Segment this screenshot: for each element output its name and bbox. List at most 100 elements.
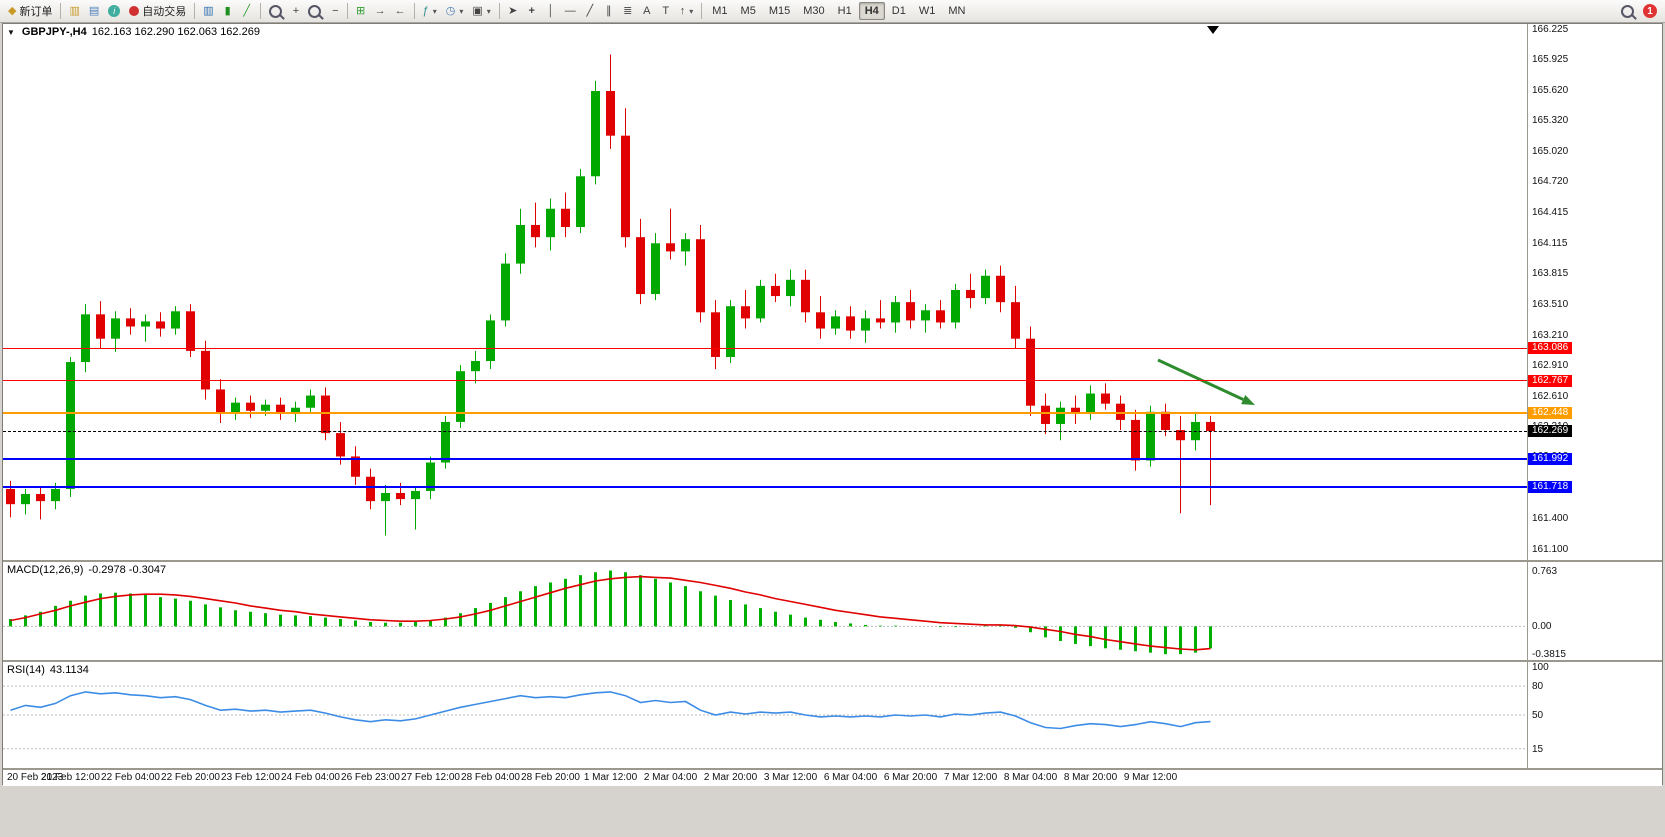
crosshair-icon: + — [528, 4, 535, 17]
price-tick: 165.320 — [1532, 115, 1569, 127]
toolbar-separator — [60, 3, 62, 19]
rsi-plot[interactable]: RSI(14) 43.1134 — [3, 662, 1527, 768]
price-tick: 164.720 — [1532, 176, 1569, 188]
vertical-line-icon: │ — [547, 4, 555, 17]
toolbar-separator — [413, 3, 415, 19]
auto-trading-button[interactable]: 自动交易 — [125, 2, 190, 20]
toolbar-separator — [498, 3, 500, 19]
indicators-icon: ƒ — [422, 4, 429, 17]
price-tick: 161.400 — [1532, 513, 1569, 525]
rsi-axis[interactable]: 100 80 50 15 — [1527, 662, 1662, 768]
time-label: 28 Feb 20:00 — [521, 772, 580, 783]
timeframe-h4[interactable]: H4 — [858, 2, 885, 20]
price-tick: 163.510 — [1532, 299, 1569, 311]
chart-window-button[interactable]: ▥ — [65, 2, 83, 20]
time-label: 9 Mar 12:00 — [1123, 772, 1178, 783]
time-label: 27 Feb 12:00 — [401, 772, 460, 783]
rsi-tick: 15 — [1532, 743, 1544, 755]
rsi-label: RSI(14) — [7, 664, 45, 676]
timeframe-m30[interactable]: M30 — [797, 2, 830, 20]
one-click-trading-toggle[interactable]: ▼ — [7, 27, 15, 37]
price-panel[interactable]: ▼ GBPJPY-,H4 162.163 162.290 162.063 162… — [3, 24, 1662, 562]
label-tool-button[interactable]: T — [657, 2, 675, 20]
text-tool-button[interactable]: A — [638, 2, 656, 20]
bar-chart-button[interactable]: ▥ — [199, 2, 217, 20]
arrow-annotation[interactable] — [1157, 358, 1244, 401]
rsi-panel[interactable]: RSI(14) 43.1134 100 80 50 15 — [3, 662, 1662, 770]
tile-windows-button[interactable]: ⊞ — [352, 2, 370, 20]
timeframe-h1[interactable]: H1 — [832, 2, 858, 20]
macd-panel[interactable]: MACD(12,26,9) -0.2978 -0.3047 0.763 0.00 -… — [3, 562, 1662, 662]
zoom-in-button[interactable]: + — [265, 2, 303, 20]
price-level-line[interactable] — [3, 347, 1527, 349]
horizontal-line-tool-button[interactable]: ― — [561, 2, 580, 20]
auto-scroll-button[interactable]: → — [371, 2, 390, 20]
fibonacci-icon: ≣ — [623, 4, 633, 17]
periods-button[interactable]: ◷ ▾ — [442, 2, 468, 20]
timeframe-m15[interactable]: M15 — [763, 2, 796, 20]
channel-tool-button[interactable]: ∥ — [600, 2, 618, 20]
chevron-down-icon: ▾ — [486, 6, 491, 16]
time-label: 22 Feb 04:00 — [101, 772, 160, 783]
templates-button[interactable]: ▣ ▾ — [468, 2, 494, 20]
time-label: 22 Feb 20:00 — [161, 772, 220, 783]
candlestick-chart — [6, 26, 1255, 536]
price-chart-plot[interactable]: ▼ GBPJPY-,H4 162.163 162.290 162.063 162… — [3, 24, 1527, 560]
arrow-annotation-head[interactable] — [1241, 394, 1255, 405]
toolbar: ◆ 新订单 ▥ ▤ i 自动交易 ▥ ▮ ╱ + − ⊞ → ← ƒ ▾ ◷ ▾ ▣… — [0, 0, 1665, 23]
price-axis[interactable]: 166.225 165.925 165.620 165.320 165.020 164.7… — [1527, 24, 1662, 560]
chart-window: ▼ GBPJPY-,H4 162.163 162.290 162.063 162… — [2, 23, 1663, 786]
cursor-tool-button[interactable]: ➤ — [504, 2, 522, 20]
timeframe-toolbar: M1 M5 M15 M30 H1 H4 D1 W1 MN — [706, 2, 971, 20]
chevron-down-icon: ▾ — [432, 6, 437, 16]
profiles-icon: ▤ — [88, 4, 100, 17]
rsi-tick: 50 — [1532, 710, 1544, 721]
macd-label: MACD(12,26,9) — [7, 564, 84, 576]
vertical-line-tool-button[interactable]: │ — [542, 2, 560, 20]
data-window-button[interactable]: i — [104, 2, 124, 20]
timeframe-m1[interactable]: M1 — [706, 2, 733, 20]
time-axis[interactable]: 20 Feb 2023 21 Feb 12:00 22 Feb 04:00 22 Fe… — [3, 770, 1662, 786]
arrows-tool-button[interactable]: ↑ ▾ — [676, 2, 698, 20]
fibonacci-tool-button[interactable]: ≣ — [619, 2, 637, 20]
crosshair-tool-button[interactable]: + — [523, 2, 541, 20]
search-icon[interactable] — [1621, 4, 1634, 18]
macd-plot[interactable]: MACD(12,26,9) -0.2978 -0.3047 — [3, 562, 1527, 660]
line-chart-button[interactable]: ╱ — [238, 2, 256, 20]
price-level-line[interactable] — [3, 458, 1527, 461]
macd-tick: 0.00 — [1532, 621, 1552, 633]
macd-signal-line — [10, 575, 1211, 651]
zoom-in-icon — [268, 4, 282, 18]
timeframe-mn[interactable]: MN — [942, 2, 971, 20]
time-label: 6 Mar 20:00 — [883, 772, 938, 783]
time-label: 24 Feb 04:00 — [281, 772, 340, 783]
trendline-tool-button[interactable]: ╱ — [581, 2, 599, 20]
price-level-line[interactable] — [3, 486, 1527, 489]
notification-badge[interactable]: 1 — [1643, 4, 1657, 18]
time-label: 21 Feb 12:00 — [41, 772, 100, 783]
price-level-badge: 162.767 — [1528, 374, 1573, 387]
profiles-button[interactable]: ▤ — [85, 2, 103, 20]
time-label: 2 Mar 20:00 — [703, 772, 758, 783]
price-level-line[interactable] — [3, 412, 1527, 414]
timeframe-w1[interactable]: W1 — [913, 2, 942, 20]
auto-trading-label: 自动交易 — [142, 6, 187, 18]
toolbar-separator — [346, 3, 348, 19]
timeframe-m5[interactable]: M5 — [735, 2, 762, 20]
text-tool-icon: A — [643, 4, 651, 17]
clock-icon: ◷ — [445, 4, 456, 17]
candlestick-chart-button[interactable]: ▮ — [219, 2, 237, 20]
horizontal-line-icon: ― — [564, 4, 576, 17]
price-tick: 165.620 — [1532, 85, 1569, 96]
time-label: 8 Mar 04:00 — [1003, 772, 1058, 783]
chart-shift-button[interactable]: ← — [391, 2, 410, 20]
new-order-button[interactable]: ◆ 新订单 — [4, 2, 56, 20]
chart-shift-marker[interactable] — [1207, 26, 1219, 34]
indicators-button[interactable]: ƒ ▾ — [419, 2, 441, 20]
zoom-out-button[interactable]: − — [304, 2, 342, 20]
price-level-line[interactable] — [3, 380, 1527, 382]
macd-axis[interactable]: 0.763 0.00 -0.3815 — [1527, 562, 1662, 660]
rsi-tick: 80 — [1532, 681, 1544, 693]
current-price-line[interactable] — [3, 430, 1527, 432]
timeframe-d1[interactable]: D1 — [886, 2, 912, 20]
